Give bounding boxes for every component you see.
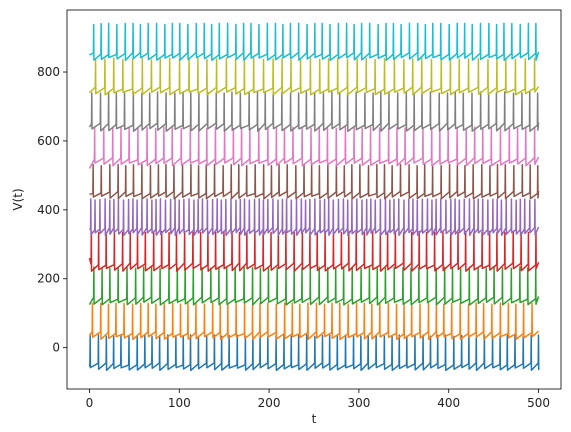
series-layer	[88, 22, 540, 372]
ticks-layer: 0 100 200 300 400 500 0 200 400 600 800	[37, 65, 550, 410]
y-tick-label: 200	[37, 272, 60, 286]
x-tick-label: 100	[168, 396, 191, 410]
x-tick-label: 200	[258, 396, 281, 410]
x-tick-label: 400	[437, 396, 460, 410]
series-line-6	[88, 126, 540, 169]
y-tick-label: 0	[52, 341, 60, 355]
x-tick-label: 500	[527, 396, 550, 410]
series-line-8	[88, 57, 540, 96]
series-line-1	[88, 302, 540, 341]
series-line-5	[89, 163, 540, 200]
series-line-0	[88, 334, 540, 372]
y-axis-label: V(t)	[11, 188, 25, 210]
series-line-3	[88, 230, 540, 272]
series-line-4	[89, 198, 540, 237]
plot-frame	[66, 9, 562, 390]
series-line-2	[88, 266, 540, 306]
y-tick-label: 800	[37, 65, 60, 79]
x-tick-label: 300	[347, 396, 370, 410]
x-axis-label: t	[312, 412, 317, 426]
x-tick-label: 0	[86, 396, 94, 410]
y-tick-label: 400	[37, 203, 60, 217]
y-tick-label: 600	[37, 134, 60, 148]
series-line-9	[89, 22, 540, 62]
